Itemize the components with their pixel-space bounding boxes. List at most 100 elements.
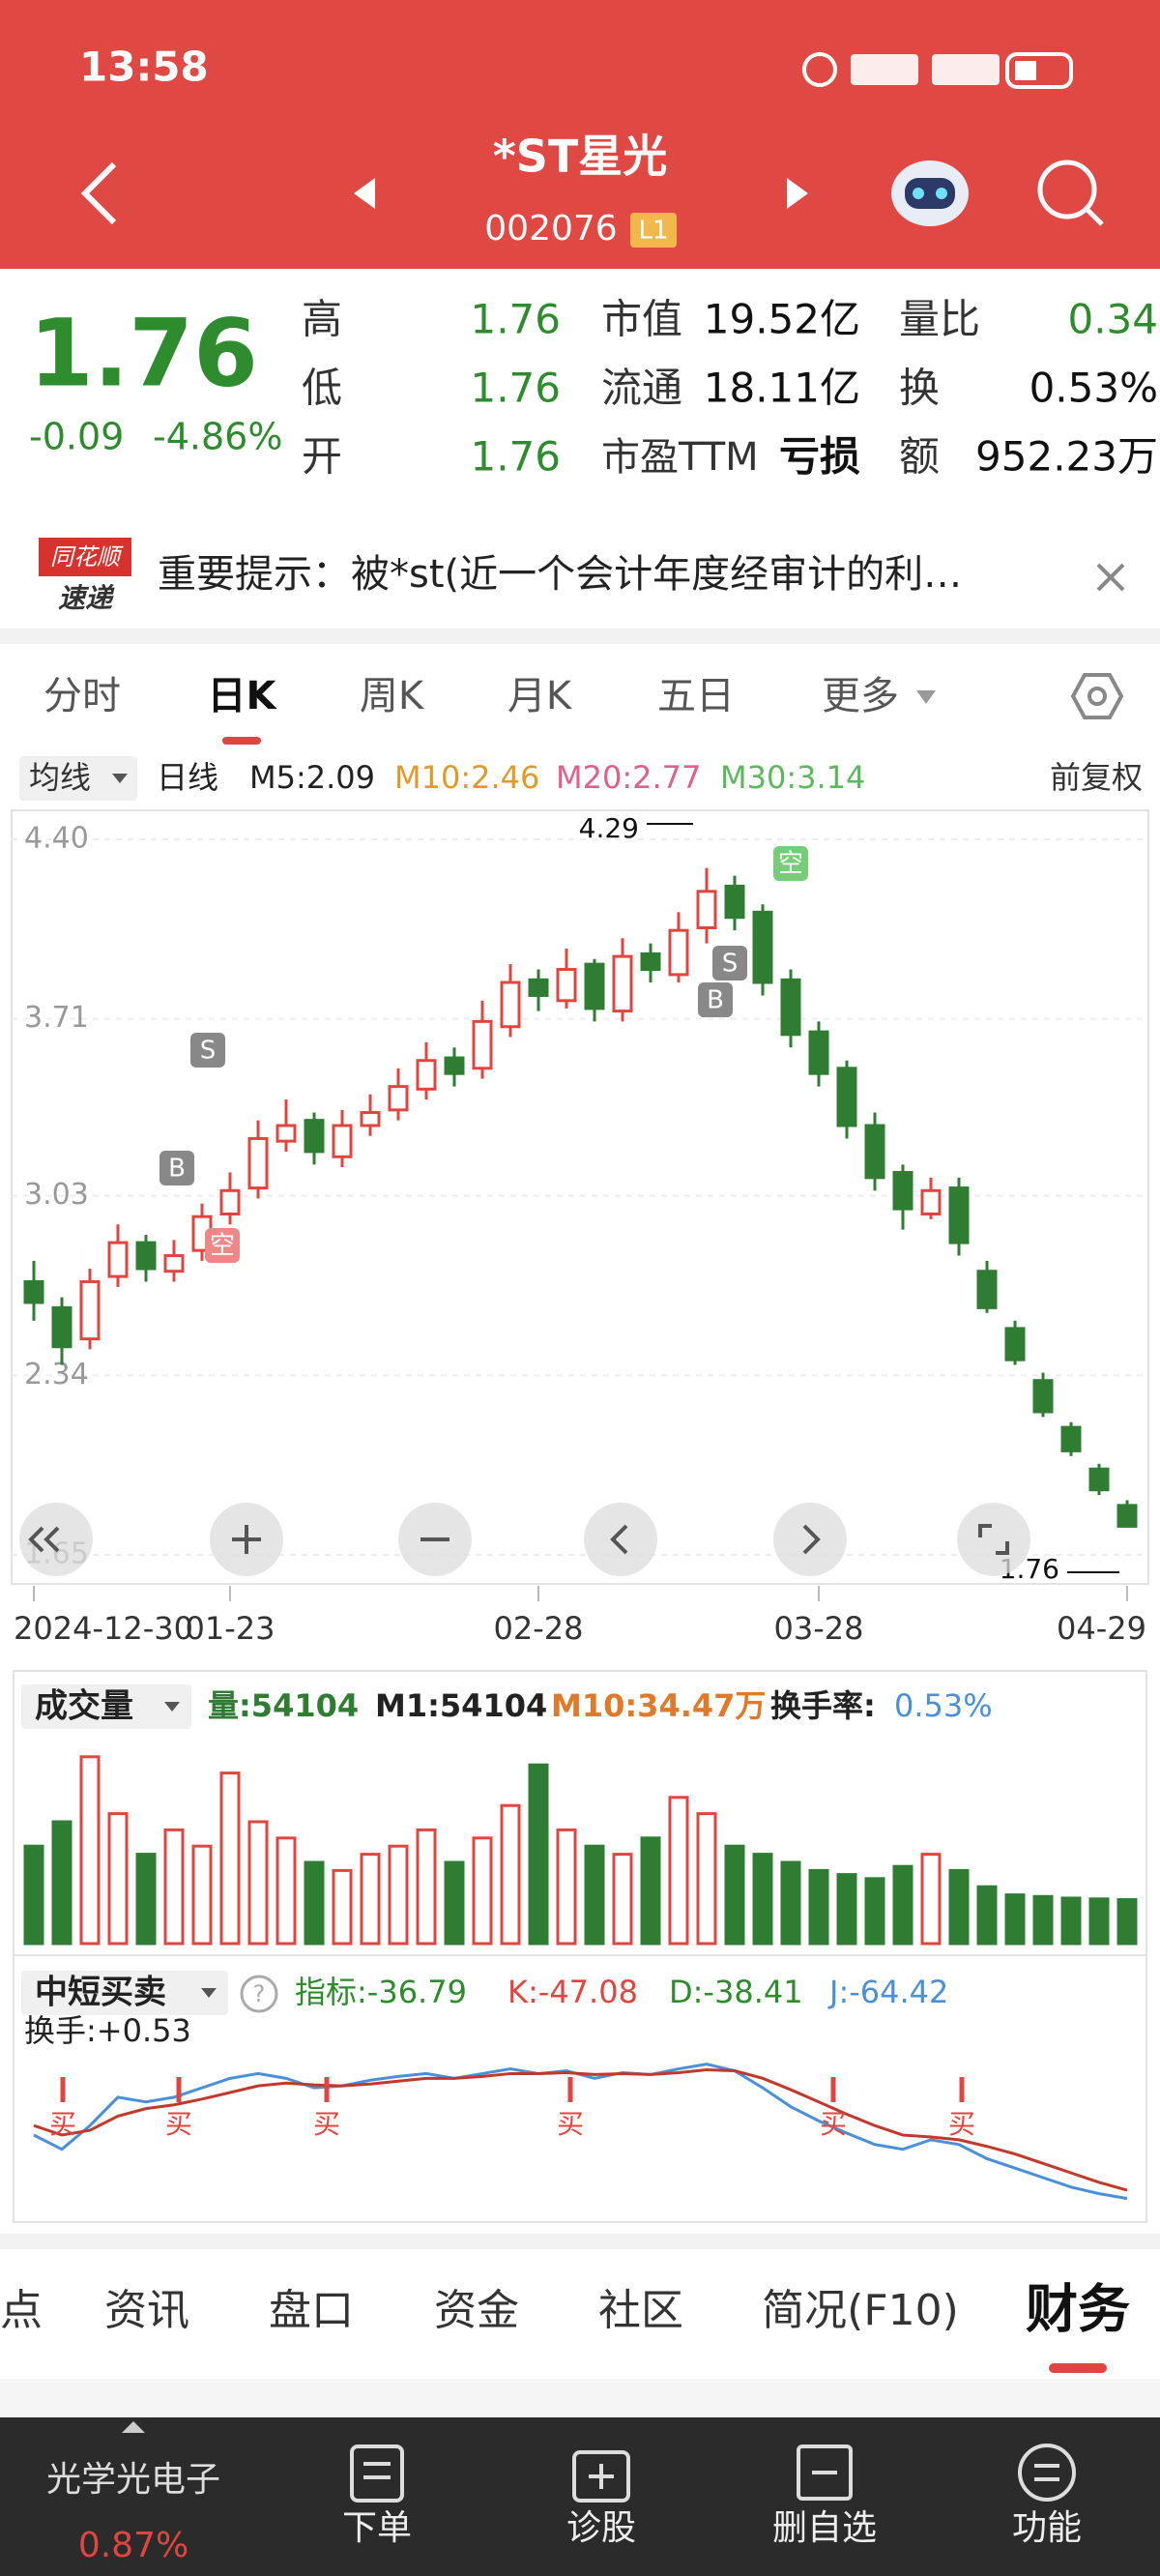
period-tab[interactable]: 周K xyxy=(360,674,425,718)
indicator-value: 指标:-36.79 xyxy=(295,1974,467,2010)
next-stock[interactable] xyxy=(787,178,808,209)
x-tick-label: 03-28 xyxy=(774,1610,864,1647)
volume-bar xyxy=(948,1868,970,1946)
bottom-tab[interactable]: 资讯 xyxy=(104,2286,189,2335)
buy-signal: 买 xyxy=(557,2108,584,2140)
back-button[interactable] xyxy=(80,161,117,225)
assistant-icon[interactable] xyxy=(891,161,969,226)
kline-frame xyxy=(11,809,1149,1585)
volume-value: 量:54104 xyxy=(208,1687,359,1724)
volume-bar xyxy=(1088,1897,1110,1946)
volume-bar xyxy=(444,1860,465,1946)
settings-icon[interactable] xyxy=(1070,673,1124,719)
chart-nav-button[interactable] xyxy=(773,1503,847,1576)
candle-body xyxy=(51,1305,72,1349)
candle-body xyxy=(920,1188,942,1215)
candle-body xyxy=(528,978,549,997)
indicator-caret xyxy=(201,1988,217,1998)
separator xyxy=(0,629,1160,644)
ma-selector-bg[interactable] xyxy=(19,756,137,801)
candle-body xyxy=(23,1279,44,1304)
volume-bar xyxy=(304,1860,325,1946)
candle-body xyxy=(1060,1425,1082,1452)
volume-bar xyxy=(388,1844,409,1946)
chart-nav-glyph xyxy=(28,1526,60,1553)
period-tab[interactable]: 月K xyxy=(508,674,573,718)
volume-caret xyxy=(164,1702,180,1712)
volume-bar xyxy=(1032,1894,1054,1946)
bottom-tab[interactable]: 盘口 xyxy=(269,2286,354,2335)
volume-bar xyxy=(191,1844,213,1946)
period-tab[interactable]: 分时 xyxy=(44,674,121,718)
x-tick-label: 04-29 xyxy=(1057,1610,1146,1647)
indicator-selector-bg[interactable] xyxy=(21,1971,228,2015)
bottom-tab[interactable]: 财务 xyxy=(1026,2279,1130,2340)
candle-body xyxy=(247,1136,269,1190)
bottom-button[interactable]: 下单 xyxy=(342,2508,412,2548)
candle-body xyxy=(444,1056,465,1075)
bottom-tab[interactable]: 点 xyxy=(0,2286,43,2335)
candle-body xyxy=(864,1124,885,1180)
volume-bar xyxy=(584,1844,605,1946)
chart-nav-button[interactable] xyxy=(584,1503,657,1576)
indicator-selector[interactable]: 中短买卖 xyxy=(35,1974,166,2012)
chart-nav-button[interactable] xyxy=(957,1503,1030,1576)
adjust-mode[interactable]: 前复权 xyxy=(1050,759,1143,796)
signal-marker-text: S xyxy=(200,1037,217,1066)
bottom-button[interactable]: 诊股 xyxy=(566,2508,636,2548)
bottom-tab[interactable]: 资金 xyxy=(434,2286,519,2335)
y-tick-label: 3.71 xyxy=(24,1001,89,1035)
buy-signal: 买 xyxy=(49,2108,76,2140)
level-badge-text: L1 xyxy=(638,217,668,246)
notice-badge-top: 同花顺 xyxy=(50,543,124,571)
chart-nav-button[interactable] xyxy=(19,1503,93,1576)
indicator-line-d xyxy=(33,2068,1128,2192)
bottom-tab[interactable]: 简况(F10) xyxy=(762,2286,959,2335)
indicator-sub: 换手:+0.53 xyxy=(24,2012,191,2049)
volume-selector[interactable]: 成交量 xyxy=(35,1687,133,1726)
ma-selector[interactable]: 均线 xyxy=(29,759,91,796)
signal-marker-text: B xyxy=(168,1155,186,1184)
last-price: 1.76 xyxy=(29,299,258,407)
bottom-button[interactable]: 删自选 xyxy=(772,2508,877,2548)
sector-name[interactable]: 光学光电子 xyxy=(46,2460,220,2500)
status-time: 13:58 xyxy=(79,44,209,91)
signal-marker xyxy=(205,1228,240,1263)
buy-signal: 买 xyxy=(313,2108,340,2140)
quote-field: 低 xyxy=(302,365,342,412)
quote-field: 开 xyxy=(302,433,342,481)
help-icon[interactable] xyxy=(240,1975,278,2013)
x-tick-label: 2024-12-30 xyxy=(14,1610,193,1647)
notice-bar[interactable] xyxy=(0,522,1160,629)
period-tab[interactable]: 更多 xyxy=(822,674,899,718)
volume-bar xyxy=(612,1853,633,1946)
volume-bar xyxy=(668,1796,689,1946)
signal-marker xyxy=(160,1151,194,1186)
sub-chart-frame xyxy=(13,1670,1147,2223)
volume-bar xyxy=(23,1844,44,1946)
candle-body xyxy=(360,1111,381,1127)
volume-bar xyxy=(1116,1898,1138,1946)
volume-value: M10:34.47万 xyxy=(551,1687,766,1724)
volume-bar xyxy=(696,1812,717,1946)
buy-signal: 买 xyxy=(820,2108,847,2140)
volume-bar xyxy=(276,1836,297,1946)
volume-bar xyxy=(920,1853,942,1946)
prev-stock[interactable] xyxy=(354,178,375,209)
bottom-tab[interactable]: 社区 xyxy=(598,2286,683,2335)
candle-body xyxy=(1004,1327,1026,1361)
chart-nav-glyph xyxy=(610,1524,628,1555)
search-icon[interactable] xyxy=(1037,160,1104,226)
volume-bar xyxy=(752,1853,773,1946)
period-tab[interactable]: 日K xyxy=(208,674,278,718)
candle-body xyxy=(107,1241,129,1278)
bottom-button[interactable]: 功能 xyxy=(1012,2508,1082,2548)
volume-selector-bg[interactable] xyxy=(21,1684,191,1729)
ma-value: M20:2.77 xyxy=(556,759,701,796)
status-icons xyxy=(802,52,1073,89)
period-tab[interactable]: 五日 xyxy=(657,674,735,718)
notice-close[interactable] xyxy=(1096,563,1125,592)
price-change-pct: -4.86% xyxy=(153,416,282,458)
notice-badge xyxy=(39,538,131,576)
